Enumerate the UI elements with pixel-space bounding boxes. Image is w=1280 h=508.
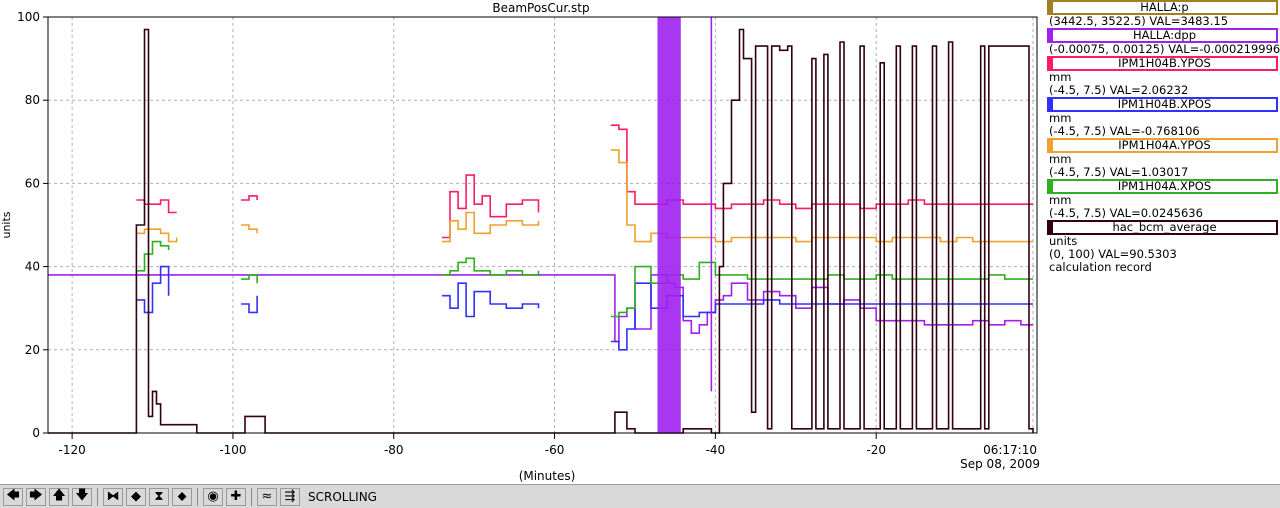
legend-entry[interactable]: IPM1H04A.YPOS mm (-4.5, 7.5) VAL=1.03017 xyxy=(1045,138,1280,179)
x-tick-label: -60 xyxy=(545,443,565,457)
y-tick-label: 80 xyxy=(25,93,40,107)
x-tick-label: -100 xyxy=(219,443,246,457)
legend-entry[interactable]: HALLA:dpp (-0.00075, 0.00125) VAL=-0.0002… xyxy=(1045,28,1280,56)
legend-entry-name: IPM1H04B.XPOS xyxy=(1047,97,1278,112)
series-line-ipm1h04b-xpos xyxy=(610,282,1033,351)
legend-entry-detail: (0, 100) VAL=90.5303 xyxy=(1049,248,1177,261)
legend-entry-detail: (3442.5, 3522.5) VAL=3483.15 xyxy=(1049,15,1229,28)
strip-chart[interactable]: BeamPosCur.stp 0 20 40 60 80 100 -120 -100 -80 -6… xyxy=(0,0,1045,484)
legend-panel: HALLA:p (3442.5, 3522.5) VAL=3483.15 HALLA… xyxy=(1045,0,1280,484)
series-line-ipm1h04b-ypos xyxy=(442,174,540,239)
y-tick-label: 60 xyxy=(25,176,40,190)
series-line-ipm1h04a-xpos xyxy=(136,240,170,272)
legend-entry-detail: (-4.5, 7.5) VAL=2.06232 xyxy=(1049,84,1189,97)
series-line-ipm1h04a-xpos xyxy=(610,261,1033,318)
legend-entry-detail: mm xyxy=(1049,112,1072,125)
series-line-halla-dpp xyxy=(48,274,1033,343)
date-label: Sep 08, 2009 xyxy=(960,457,1040,471)
legend-entry[interactable]: IPM1H04B.XPOS mm (-4.5, 7.5) VAL=-0.768106 xyxy=(1045,97,1280,138)
series-line-ipm1h04b-xpos xyxy=(241,295,258,314)
y-tick-label: 100 xyxy=(17,10,40,24)
toolbar-separator xyxy=(251,487,252,506)
series-line-hac-bcm-average xyxy=(48,28,1034,434)
scroll-right-button[interactable]: 🡆 xyxy=(26,487,46,506)
y-tick-label: 40 xyxy=(25,260,40,274)
legend-entry-name: hac_bcm_average xyxy=(1047,220,1278,235)
legend-entry-detail: (-4.5, 7.5) VAL=-0.768106 xyxy=(1049,125,1200,138)
series-line-ipm1h04a-xpos xyxy=(442,257,540,276)
legend-entry-detail: mm xyxy=(1049,194,1072,207)
legend-entry-name: IPM1H04A.YPOS xyxy=(1047,138,1278,153)
series-line-ipm1h04b-xpos xyxy=(442,282,540,318)
add-button[interactable]: ✚ xyxy=(226,487,246,506)
series-line-ipm1h04b-ypos xyxy=(136,199,177,214)
y-tick-label: 0 xyxy=(32,426,40,440)
zoom-out-x-button[interactable]: ◆ xyxy=(126,487,146,506)
toolbar: 🡄 🡆 🡅 🡇 ⧓ ◆ ⧗ ⬥ ◉ ✚ ≈ ⇶ SCROLLING xyxy=(0,484,1280,508)
mode-label: SCROLLING xyxy=(308,489,377,504)
plot-frame xyxy=(47,16,1038,434)
legend-entry-detail: mm xyxy=(1049,71,1072,84)
legend-entry-detail: (-4.5, 7.5) VAL=1.03017 xyxy=(1049,166,1189,179)
legend-entry-name: HALLA:dpp xyxy=(1047,28,1278,43)
zoom-out-y-button[interactable]: ⬥ xyxy=(172,487,192,506)
scroll-up-button[interactable]: 🡅 xyxy=(49,487,69,506)
series-line-ipm1h04a-ypos xyxy=(610,149,1033,243)
legend-entry-name: IPM1H04B.YPOS xyxy=(1047,56,1278,71)
x-tick-label: -40 xyxy=(706,443,726,457)
legend-entry-detail: (-0.00075, 0.00125) VAL=-0.000219996 xyxy=(1049,43,1280,56)
legend-entry[interactable]: hac_bcm_average units (0, 100) VAL=90.5303… xyxy=(1045,220,1280,274)
legend-entry[interactable]: HALLA:p (3442.5, 3522.5) VAL=3483.15 xyxy=(1045,0,1280,28)
series-line-ipm1h04b-ypos xyxy=(241,195,258,201)
legend-entry-detail: (-4.5, 7.5) VAL=0.0245636 xyxy=(1049,207,1203,220)
chart-grid xyxy=(48,17,1037,433)
zoom-in-y-button[interactable]: ⧗ xyxy=(149,487,169,506)
legend-entry[interactable]: IPM1H04A.XPOS mm (-4.5, 7.5) VAL=0.0245636 xyxy=(1045,179,1280,220)
legend-entry-detail: mm xyxy=(1049,153,1072,166)
legend-entry-name: IPM1H04A.XPOS xyxy=(1047,179,1278,194)
toolbar-separator xyxy=(197,487,198,506)
series-line-ipm1h04b-xpos xyxy=(136,265,170,314)
y-axis-label: units xyxy=(0,211,13,238)
x-tick-label: -20 xyxy=(866,443,886,457)
scroll-down-button[interactable]: 🡇 xyxy=(72,487,92,506)
chart-title: BeamPosCur.stp xyxy=(492,1,589,15)
x-tick-label: -80 xyxy=(384,443,404,457)
legend-entry-name: HALLA:p xyxy=(1047,0,1278,15)
zoom-in-x-button[interactable]: ⧓ xyxy=(103,487,123,506)
series-line-ipm1h04a-ypos xyxy=(136,228,178,243)
series-band-halla-dpp xyxy=(657,17,681,433)
reset-button[interactable]: ◉ xyxy=(203,487,223,506)
series-line-ipm1h04a-xpos xyxy=(241,274,258,284)
legend-entry-detail: units xyxy=(1049,235,1078,248)
series-line-ipm1h04a-ypos xyxy=(442,211,540,243)
scroll-mode-button[interactable]: ⇶ xyxy=(280,487,300,506)
autoscale-button[interactable]: ≈ xyxy=(257,487,277,506)
scroll-left-button[interactable]: 🡄 xyxy=(3,487,23,506)
time-label: 06:17:10 xyxy=(983,443,1037,457)
x-tick-label: -120 xyxy=(59,443,86,457)
series-line-ipm1h04a-ypos xyxy=(241,224,258,234)
legend-entry[interactable]: IPM1H04B.YPOS mm (-4.5, 7.5) VAL=2.06232 xyxy=(1045,56,1280,97)
y-tick-label: 20 xyxy=(25,343,40,357)
toolbar-separator xyxy=(97,487,98,506)
series-line-ipm1h04b-ypos xyxy=(610,124,1033,210)
series-layer xyxy=(48,17,1034,434)
x-axis-label: (Minutes) xyxy=(519,469,576,483)
legend-entry-detail: calculation record xyxy=(1049,261,1152,274)
axis-layer: 0 20 40 60 80 100 -120 -100 -80 -60 -40 -20 xyxy=(17,10,886,457)
